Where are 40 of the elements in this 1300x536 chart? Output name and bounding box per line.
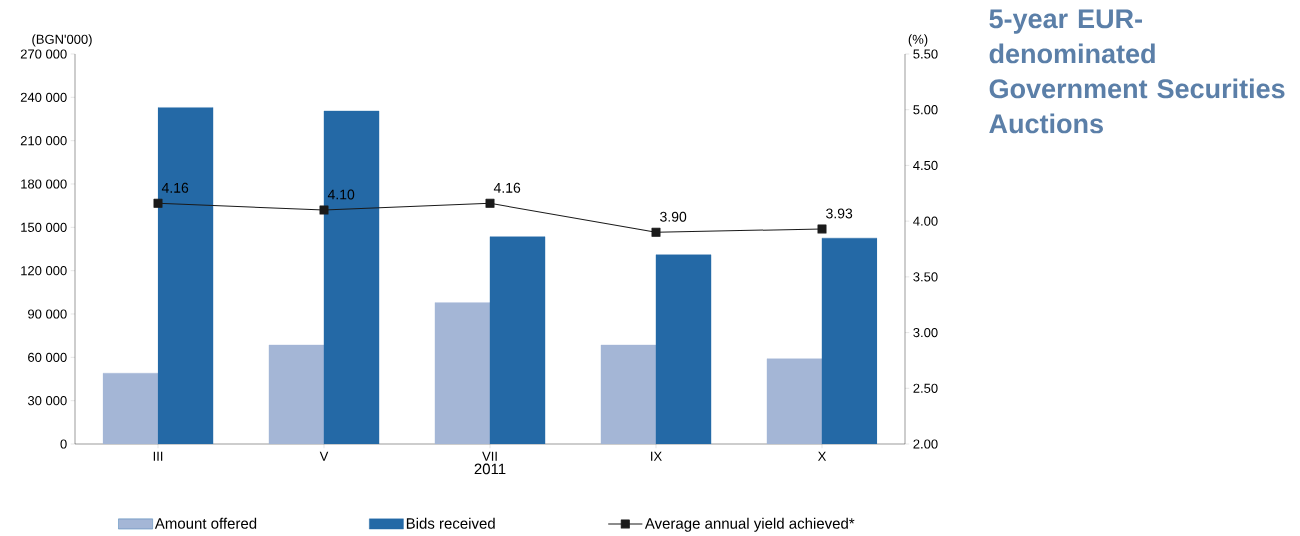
data-label: 3.93 (826, 208, 853, 219)
y-tick-label: 60 000 (28, 352, 67, 362)
y2-tick-label: 4.50 (913, 160, 938, 171)
y-tick-label: 0 (60, 439, 67, 449)
data-label: 4.16 (493, 182, 521, 193)
y2-tick-label: 3.50 (913, 272, 938, 282)
y-tick-label: 150 000 (21, 222, 67, 232)
y2-axis-title: (%) (908, 34, 928, 47)
y-tick-label: 90 000 (28, 309, 67, 319)
y-tick-label: 240 000 (20, 92, 67, 102)
legend-label: Average annual yield achieved* (644, 517, 855, 532)
y2-tick-label: 2.50 (913, 383, 938, 393)
legend-label: Amount offered (154, 517, 257, 529)
y2-tick-label: 3.00 (913, 327, 938, 338)
x-tick-label: III (153, 451, 163, 461)
data-label: 4.16 (161, 182, 189, 193)
y-tick-label: 270 000 (20, 49, 67, 59)
data-label: 3.90 (660, 211, 687, 222)
y-tick-label: 210 000 (20, 136, 67, 146)
point (485, 198, 495, 208)
point (817, 224, 827, 234)
x-tick-label: V (319, 451, 329, 461)
x-tick-label: X (817, 451, 827, 461)
legend-label: Bids received (406, 517, 495, 529)
y2-tick-label: 5.00 (913, 105, 938, 115)
x-tick-label: IX (651, 451, 662, 461)
point (153, 198, 163, 208)
x-axis-title: 2011 (474, 463, 506, 475)
data-label: 4.10 (327, 189, 355, 200)
y-axis-title: (BGN'000) (32, 34, 92, 47)
point (651, 227, 661, 237)
y-tick-label: 120 000 (21, 266, 67, 276)
y-tick-label: 180 000 (21, 179, 67, 189)
y-tick-label: 30 000 (27, 396, 67, 406)
y2-tick-label: 5.50 (913, 49, 938, 59)
y2-tick-label: 2.00 (913, 439, 938, 449)
y2-tick-label: 4.00 (913, 216, 938, 226)
text: 5-year EUR-denominated Government Securities Auctions (989, 9, 1285, 134)
x-tick-label: VII (482, 451, 497, 461)
point (319, 205, 329, 215)
